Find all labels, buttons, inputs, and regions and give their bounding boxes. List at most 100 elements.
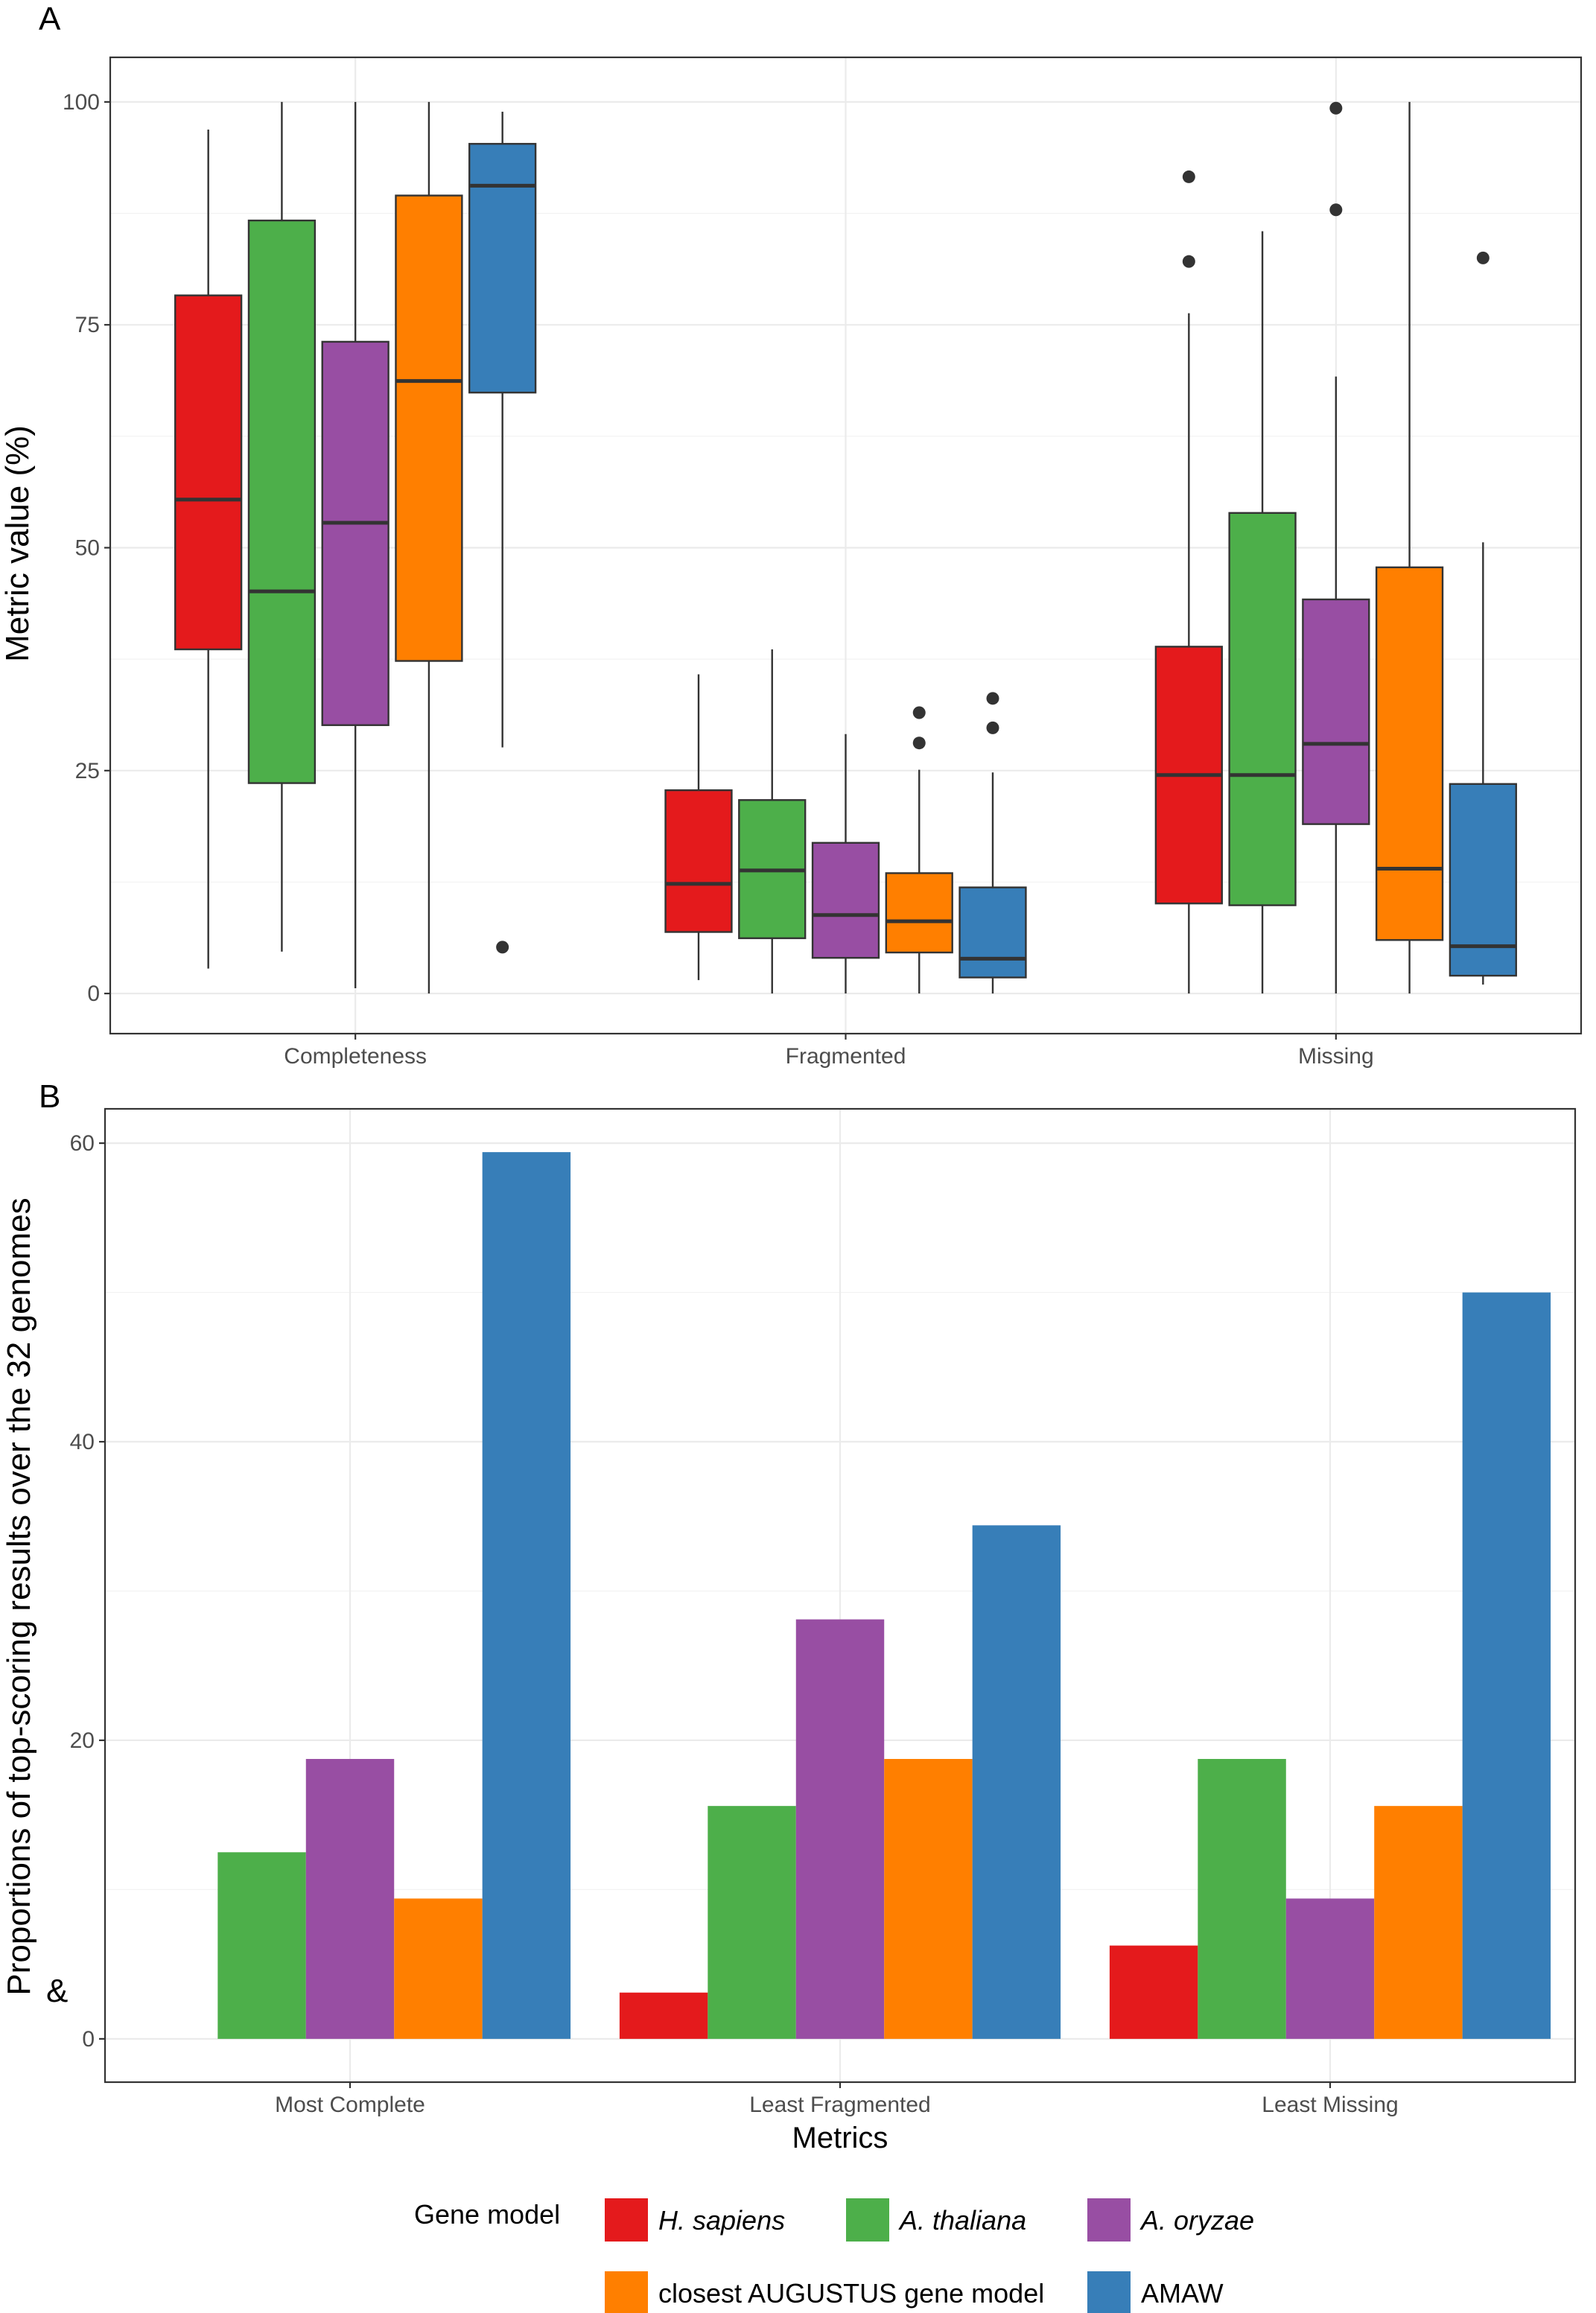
bar (394, 1898, 483, 2039)
x-tick-label: Most Complete (275, 2093, 425, 2117)
panel-a-tag: A (39, 1, 61, 37)
panel-b: B 0 20 40 60 Most Complete Least Fragmented L… (1, 1078, 1577, 2154)
legend-label: H. sapiens (658, 2205, 785, 2236)
box (811, 734, 880, 994)
legend-item: closest AUGUSTUS gene model (605, 2271, 1044, 2313)
legend-key (605, 2271, 648, 2313)
legend-items: H. sapiens A. thaliana A. oryzae closest AU… (605, 2198, 1254, 2313)
x-tick-label: Fragmented (786, 1044, 906, 1069)
bar (1198, 1759, 1286, 2039)
box-body (247, 219, 317, 784)
outlier-point (1329, 203, 1343, 217)
y-tick-label: 0 (87, 981, 100, 1006)
box-body (395, 194, 463, 662)
outlier-point (1476, 251, 1490, 264)
box-body (1302, 598, 1370, 825)
box (395, 101, 463, 994)
bar (708, 1806, 796, 2039)
legend-key (1087, 2271, 1131, 2313)
legend-label: closest AUGUSTUS gene model (658, 2278, 1044, 2309)
box-body (1375, 566, 1444, 941)
box-body (174, 294, 243, 651)
legend-label: AMAW (1141, 2278, 1224, 2309)
legend-item: H. sapiens (605, 2198, 785, 2242)
panel-a-y-axis: 0 25 50 75 100 (63, 90, 110, 1006)
panel-b-y-axis: 0 20 40 60 (70, 1131, 105, 2052)
outlier-point (1182, 255, 1195, 268)
legend-item: AMAW (1087, 2271, 1224, 2313)
box (174, 129, 243, 969)
outlier-point (912, 736, 926, 750)
legend-item: A. oryzae (1087, 2198, 1254, 2242)
box (738, 649, 807, 994)
legend: Gene model H. sapiens A. thaliana A. oryza… (414, 2198, 1254, 2313)
y-tick-label: 20 (70, 1728, 95, 1753)
panel-a-x-axis: Completeness Fragmented Missing (284, 1034, 1374, 1069)
box (247, 101, 317, 952)
outlier-point (912, 706, 926, 719)
box-body (1449, 783, 1517, 977)
bar (1374, 1806, 1463, 2039)
outlier-point (496, 941, 509, 954)
y-tick-label: 75 (75, 313, 100, 337)
box-body (1228, 512, 1297, 906)
y-tick-label: 100 (63, 90, 100, 115)
box-body (664, 789, 733, 933)
box (885, 706, 953, 994)
legend-key (846, 2198, 889, 2242)
x-tick-label: Missing (1298, 1044, 1374, 1069)
box (1449, 251, 1517, 985)
box-body (321, 340, 390, 726)
y-tick-label: 40 (70, 1430, 95, 1454)
bar (305, 1759, 395, 2039)
stray-ampersand: & (46, 1973, 68, 2009)
y-tick-label: 25 (75, 759, 100, 783)
outlier-point (1329, 101, 1343, 115)
box (664, 674, 733, 981)
box (468, 112, 537, 954)
box (1228, 231, 1297, 994)
box (1154, 170, 1223, 994)
outlier-point (1182, 170, 1195, 183)
panel-a-boxplots (174, 101, 1517, 994)
box (321, 101, 390, 988)
box (958, 692, 1027, 994)
panel-b-tag: B (39, 1078, 60, 1115)
bar (795, 1619, 885, 2039)
bar (482, 1152, 571, 2039)
box-body (811, 841, 880, 959)
legend-label: A. thaliana (898, 2205, 1026, 2236)
bar (217, 1852, 306, 2039)
bar (1285, 1898, 1375, 2039)
y-tick-label: 60 (70, 1131, 95, 1156)
box-body (468, 142, 537, 394)
outlier-point (986, 721, 999, 734)
legend-key (1087, 2198, 1131, 2242)
outlier-point (986, 692, 999, 705)
panel-b-x-axis-title: Metrics (792, 2122, 888, 2154)
legend-item: A. thaliana (846, 2198, 1026, 2242)
bar (1109, 1945, 1198, 2039)
panel-a: A 0 25 50 75 100 Completeness Fragmented Missi… (0, 1, 1583, 1069)
legend-label: A. oryzae (1139, 2205, 1254, 2236)
y-tick-label: 0 (82, 2027, 95, 2052)
bar (884, 1759, 973, 2039)
bar (619, 1992, 708, 2039)
bar (1462, 1292, 1551, 2039)
box (1302, 101, 1370, 994)
panel-b-x-axis: Most Complete Least Fragmented Least Missi… (275, 2082, 1399, 2117)
legend-key (605, 2198, 648, 2242)
panel-b-bars (217, 1152, 1551, 2039)
x-tick-label: Least Missing (1262, 2093, 1398, 2117)
y-tick-label: 50 (75, 535, 100, 560)
x-tick-label: Completeness (284, 1044, 427, 1069)
x-tick-label: Least Fragmented (749, 2093, 930, 2117)
box-body (958, 886, 1027, 979)
box-body (885, 872, 953, 954)
box (1375, 101, 1444, 994)
panel-b-y-axis-title: Proportions of top-scoring results over … (1, 1197, 37, 1995)
legend-title: Gene model (414, 2199, 560, 2230)
panel-a-y-axis-title: Metric value (%) (0, 425, 36, 662)
bar (972, 1525, 1061, 2039)
